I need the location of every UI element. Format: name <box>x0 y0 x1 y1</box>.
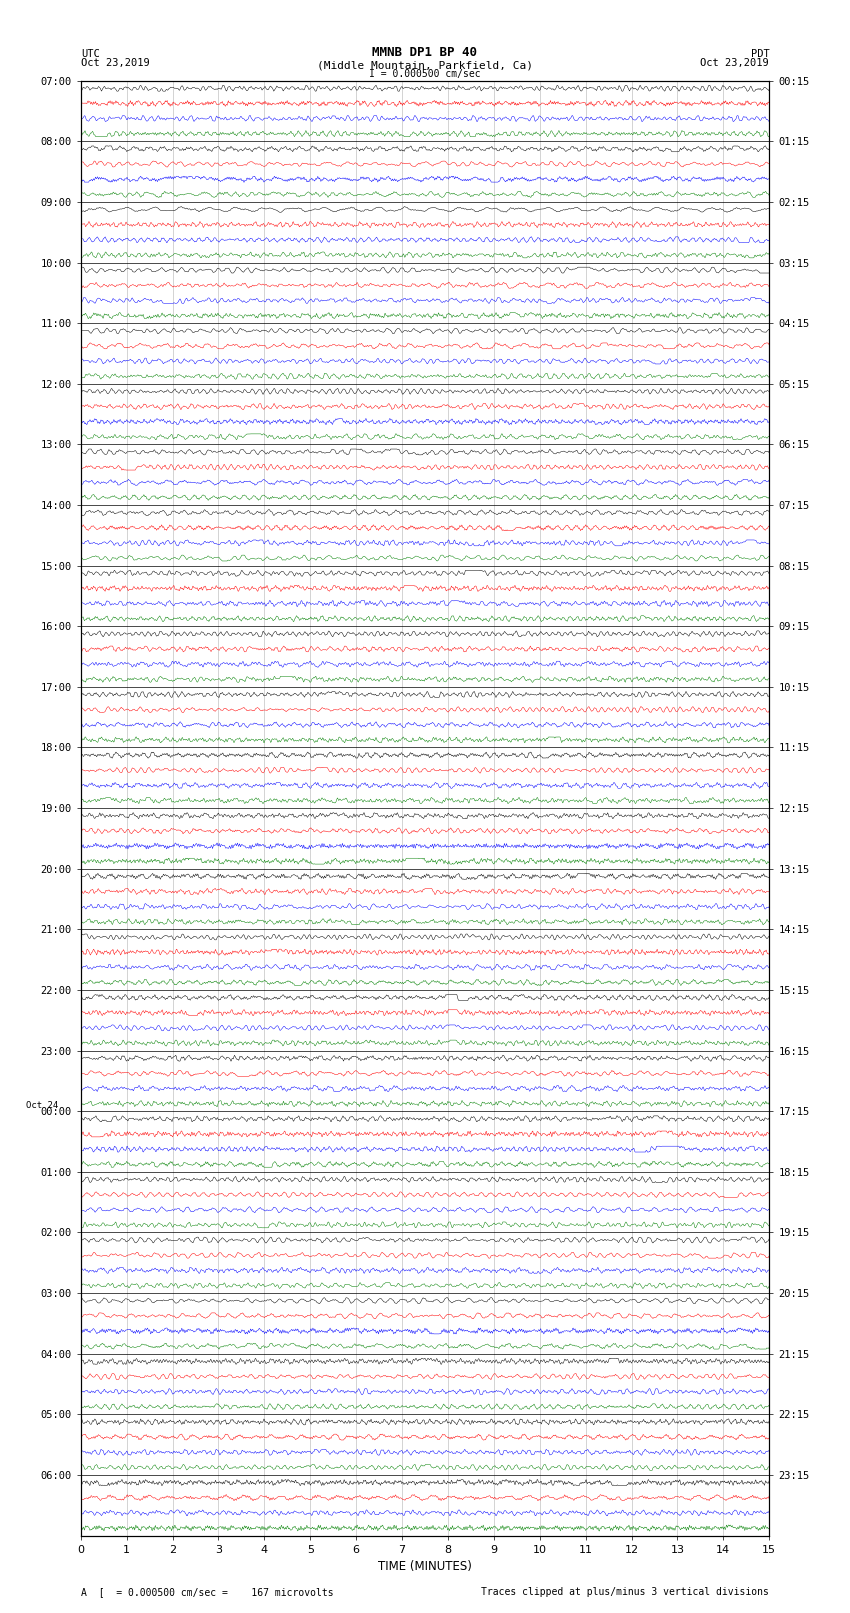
Text: MMNB DP1 BP 40: MMNB DP1 BP 40 <box>372 45 478 58</box>
Text: I = 0.000500 cm/sec: I = 0.000500 cm/sec <box>369 69 481 79</box>
Text: (Middle Mountain, Parkfield, Ca): (Middle Mountain, Parkfield, Ca) <box>317 60 533 71</box>
Text: Traces clipped at plus/minus 3 vertical divisions: Traces clipped at plus/minus 3 vertical … <box>481 1587 769 1597</box>
Text: Oct 23,2019: Oct 23,2019 <box>700 58 769 68</box>
Text: PDT: PDT <box>751 48 769 58</box>
X-axis label: TIME (MINUTES): TIME (MINUTES) <box>378 1560 472 1573</box>
Text: UTC: UTC <box>81 48 99 58</box>
Text: Oct 24: Oct 24 <box>26 1102 58 1110</box>
Text: A  [  = 0.000500 cm/sec =    167 microvolts: A [ = 0.000500 cm/sec = 167 microvolts <box>81 1587 333 1597</box>
Text: Oct 23,2019: Oct 23,2019 <box>81 58 150 68</box>
